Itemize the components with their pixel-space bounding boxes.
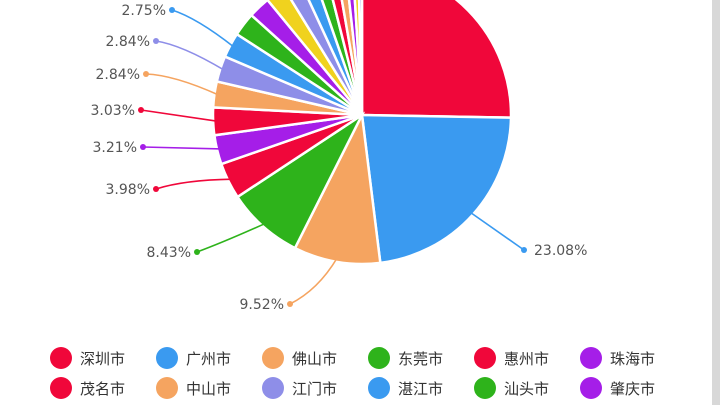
pie-slice-21[interactable]: [357, 0, 364, 116]
pie-slice-18[interactable]: [336, 0, 364, 116]
legend-swatch-icon: [474, 347, 496, 369]
legend-item[interactable]: 肇庆市: [580, 377, 686, 399]
pie-slices: [211, 0, 513, 266]
legend-label: 茂名市: [80, 379, 126, 398]
data-label-3: 9.52%: [240, 297, 284, 313]
legend-item[interactable]: 佛山市: [262, 347, 368, 369]
leader-dot-4: [194, 249, 200, 255]
legend-item[interactable]: 深圳市: [50, 347, 156, 369]
leader-dot-7: [138, 107, 144, 113]
legend-item[interactable]: 珠海市: [580, 347, 686, 369]
pie-slice-13[interactable]: [265, 0, 364, 116]
legend-label: 中山市: [186, 379, 232, 398]
data-label-4: 8.43%: [147, 245, 191, 261]
legend-item[interactable]: 江门市: [262, 377, 368, 399]
leader-dot-3: [287, 301, 293, 307]
pie-chart: 23.08% 9.52% 8.43% 3.98% 3.21% 3.03% 2.84% 2.84…: [91, 0, 588, 313]
legend-item[interactable]: 湛江市: [368, 377, 474, 399]
legend-label: 湛江市: [398, 379, 444, 398]
data-label-7: 3.03%: [91, 103, 135, 119]
leader-dot-2: [521, 247, 527, 253]
leader-dot-6: [140, 144, 146, 150]
legend-label: 深圳市: [80, 349, 126, 368]
legend-label: 珠海市: [610, 349, 656, 368]
legend-swatch-icon: [580, 377, 602, 399]
legend-row: 茂名市 中山市 江门市 湛江市 汕头市 肇庆市: [50, 373, 710, 403]
pie-slice-1[interactable]: [360, 0, 513, 119]
leader-line-5: [155, 178, 233, 190]
leader-line-7: [140, 109, 218, 122]
legend-label: 广州市: [186, 349, 232, 368]
leader-line-6: [142, 146, 222, 150]
legend-label: 惠州市: [504, 349, 550, 368]
leader-line-10: [171, 9, 235, 48]
legend-label: 江门市: [292, 379, 338, 398]
data-label-2: 23.08%: [534, 243, 587, 259]
data-label-10: 2.75%: [122, 3, 166, 19]
data-label-6: 3.21%: [93, 140, 137, 156]
leader-line-2: [469, 211, 525, 251]
legend-swatch-icon: [50, 347, 72, 369]
legend-swatch-icon: [368, 377, 390, 399]
pie-slice-17[interactable]: [325, 0, 364, 116]
pie-slice-15[interactable]: [299, 0, 364, 116]
pie-slice-14[interactable]: [284, 0, 364, 116]
leader-line-8: [145, 73, 219, 96]
data-label-9: 2.84%: [106, 34, 150, 50]
data-label-8: 2.84%: [96, 67, 140, 83]
pie-slice-2[interactable]: [360, 113, 513, 265]
data-label-5: 3.98%: [106, 182, 150, 198]
legend-item[interactable]: 中山市: [156, 377, 262, 399]
legend-item[interactable]: 东莞市: [368, 347, 474, 369]
legend-swatch-icon: [50, 377, 72, 399]
leader-dot-9: [153, 38, 159, 44]
legend-label: 佛山市: [292, 349, 338, 368]
legend-item[interactable]: 广州市: [156, 347, 262, 369]
legend-swatch-icon: [474, 377, 496, 399]
leader-line-9: [155, 40, 225, 71]
pie-slice-16[interactable]: [313, 0, 364, 116]
legend-item[interactable]: 汕头市: [474, 377, 580, 399]
legend-label: 东莞市: [398, 349, 444, 368]
leader-line-3: [289, 257, 338, 305]
leader-dot-10: [169, 7, 175, 13]
pie-callouts: 23.08% 9.52% 8.43% 3.98% 3.21% 3.03% 2.84% 2.84…: [91, 3, 588, 313]
leader-line-4: [196, 222, 266, 253]
pie-slice-3[interactable]: [293, 110, 382, 266]
legend-item[interactable]: 茂名市: [50, 377, 156, 399]
leader-dot-5: [153, 186, 159, 192]
legend-label: 肇庆市: [610, 379, 656, 398]
legend: 深圳市 广州市 佛山市 东莞市 惠州市 珠海市茂名市 中山市 江门市 湛江市 汕头市 肇庆市: [50, 343, 710, 403]
legend-item[interactable]: 惠州市: [474, 347, 580, 369]
window-border: [712, 0, 720, 405]
leader-dot-8: [143, 71, 149, 77]
pie-slice-12[interactable]: [249, 0, 363, 116]
legend-swatch-icon: [262, 347, 284, 369]
legend-label: 汕头市: [504, 379, 550, 398]
legend-swatch-icon: [262, 377, 284, 399]
legend-swatch-icon: [368, 347, 390, 369]
legend-swatch-icon: [156, 347, 178, 369]
legend-swatch-icon: [156, 377, 178, 399]
legend-row: 深圳市 广州市 佛山市 东莞市 惠州市 珠海市: [50, 343, 710, 373]
legend-swatch-icon: [580, 347, 602, 369]
pie-slice-20[interactable]: [353, 0, 364, 116]
